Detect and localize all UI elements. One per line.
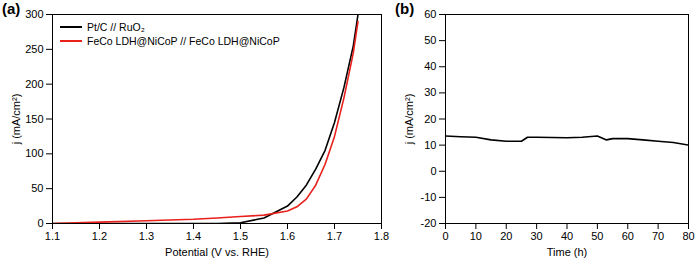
svg-text:70: 70 <box>652 230 664 242</box>
svg-text:1.5: 1.5 <box>233 230 248 242</box>
html-text:FeCo LDH@NiCoP // FeCo LDH@NiC: FeCo LDH@NiCoP // FeCo LDH@NiCoP <box>87 35 280 47</box>
svg-text:50: 50 <box>31 182 43 194</box>
svg-text:0: 0 <box>37 217 43 229</box>
svg-text:20: 20 <box>424 113 436 125</box>
svg-text:1.8: 1.8 <box>374 230 389 242</box>
svg-text:30: 30 <box>531 230 543 242</box>
svg-text:300: 300 <box>25 8 43 20</box>
svg-text:Potential (V vs. RHE): Potential (V vs. RHE) <box>165 246 269 258</box>
svg-text:Time (h): Time (h) <box>547 246 588 258</box>
svg-text:1.2: 1.2 <box>92 230 107 242</box>
svg-text:50: 50 <box>591 230 603 242</box>
svg-text:0: 0 <box>430 165 436 177</box>
svg-text:100: 100 <box>25 147 43 159</box>
svg-text:1.1: 1.1 <box>45 230 60 242</box>
svg-text:j (mA/cm²): j (mA/cm²) <box>10 94 22 146</box>
svg-text:80: 80 <box>682 230 694 242</box>
svg-text:1.4: 1.4 <box>186 230 201 242</box>
svg-text:j (mA/cm²): j (mA/cm²) <box>403 94 415 146</box>
svg-text:30: 30 <box>424 86 436 98</box>
svg-text:-10: -10 <box>421 191 437 203</box>
svg-text:60: 60 <box>424 8 436 20</box>
svg-text:1.3: 1.3 <box>139 230 154 242</box>
svg-text:10: 10 <box>470 230 482 242</box>
svg-text:1.7: 1.7 <box>327 230 342 242</box>
svg-text:-20: -20 <box>421 217 437 229</box>
html-text:(a): (a) <box>2 0 21 17</box>
svg-text:200: 200 <box>25 78 43 90</box>
svg-text:40: 40 <box>561 230 573 242</box>
svg-text:10: 10 <box>424 139 436 151</box>
svg-text:0: 0 <box>442 230 448 242</box>
svg-text:40: 40 <box>424 60 436 72</box>
svg-text:1.6: 1.6 <box>280 230 295 242</box>
svg-text:150: 150 <box>25 113 43 125</box>
svg-text:60: 60 <box>622 230 634 242</box>
svg-text:50: 50 <box>424 34 436 46</box>
html-text:Pt/C // RuO₂: Pt/C // RuO₂ <box>87 21 145 33</box>
svg-text:20: 20 <box>500 230 512 242</box>
html-text:(b): (b) <box>395 0 415 17</box>
svg-text:250: 250 <box>25 43 43 55</box>
